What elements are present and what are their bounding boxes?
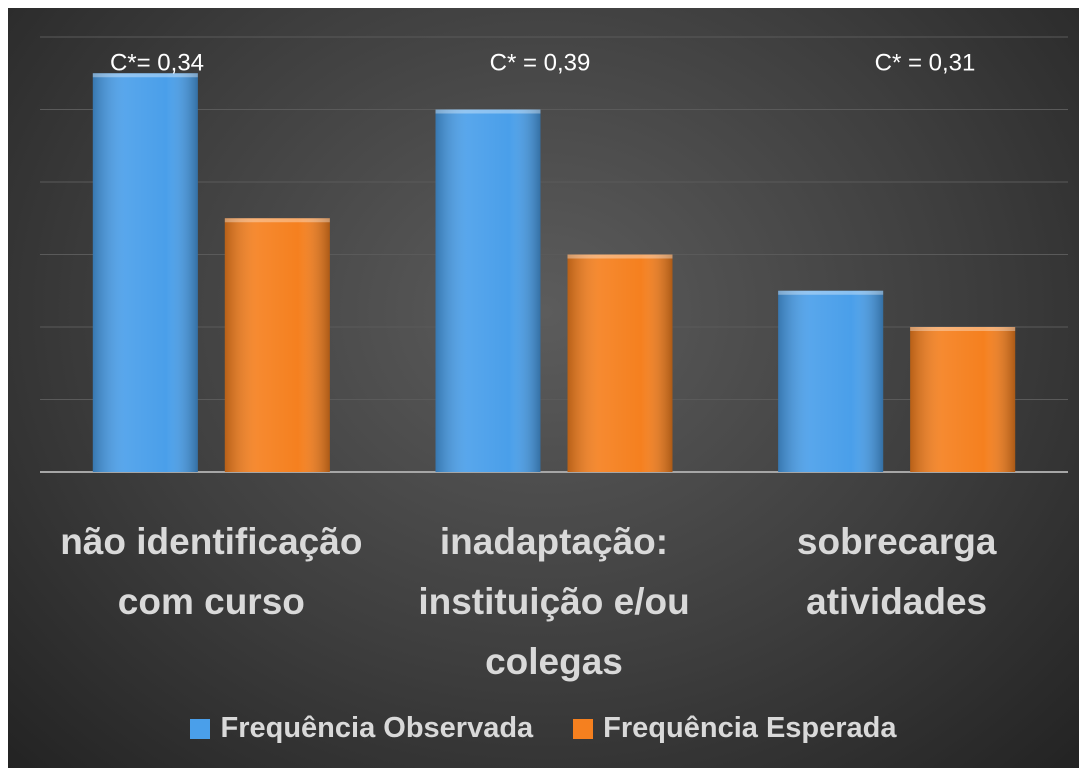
- legend: Frequência Observada Frequência Esperada: [0, 712, 1087, 745]
- x-tick-label: não identificação com curso: [60, 521, 363, 622]
- bar-shade: [92, 73, 198, 472]
- bar-bevel: [92, 73, 198, 78]
- legend-label: Frequência Esperada: [603, 712, 897, 744]
- bar-shade: [224, 218, 330, 472]
- x-tick-label: inadaptação: instituição e/ou colegas: [418, 521, 690, 682]
- x-tick-label: sobrecarga atividades: [796, 521, 997, 622]
- legend-label: Frequência Observada: [220, 712, 534, 744]
- legend-swatch: [190, 718, 211, 739]
- annotation: C*= 0,34: [110, 49, 204, 76]
- bar-bevel: [435, 109, 541, 114]
- bar-shade: [778, 290, 884, 472]
- bar-shade: [567, 254, 673, 472]
- annotation: C* = 0,31: [875, 49, 976, 76]
- bar-bevel: [910, 327, 1016, 331]
- legend-swatch: [573, 718, 594, 739]
- bar-bevel: [224, 218, 330, 223]
- annotation: C* = 0,39: [490, 49, 591, 76]
- bar-bevel: [778, 290, 884, 295]
- legend-item: Frequência Observada: [190, 712, 533, 745]
- bar-shade: [435, 109, 541, 472]
- legend-item: Frequência Esperada: [573, 712, 897, 745]
- bar-shade: [910, 327, 1016, 472]
- bar-bevel: [567, 254, 673, 259]
